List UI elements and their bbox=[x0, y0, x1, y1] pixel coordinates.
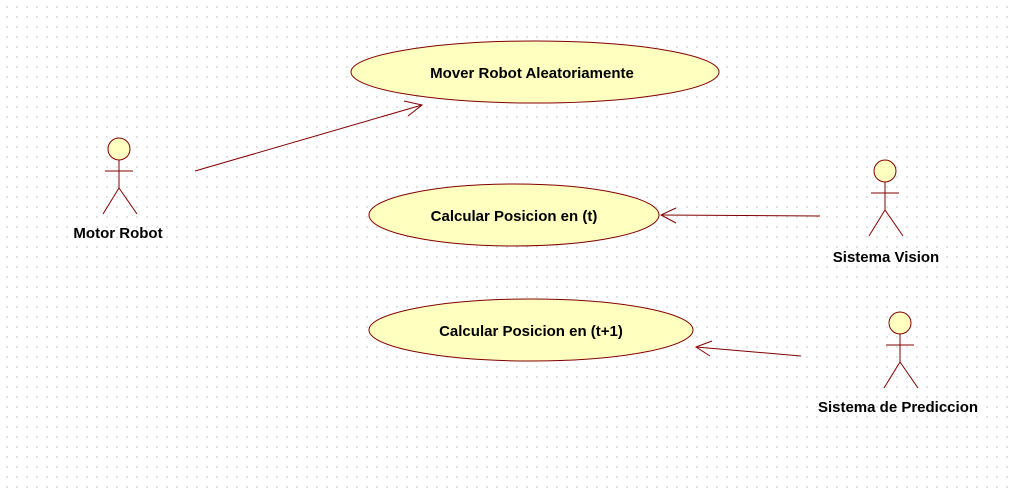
association-line bbox=[695, 346, 802, 357]
usecase-ellipse bbox=[368, 298, 694, 362]
actor-label: Sistema Vision bbox=[833, 249, 939, 266]
association-motor-robot-to-mover[interactable] bbox=[194, 100, 424, 172]
actor-stick-figure-icon bbox=[883, 311, 919, 389]
actor-label: Sistema de Prediccion bbox=[818, 399, 978, 416]
actor-sistema-de-prediccion[interactable]: Sistema de Prediccion bbox=[818, 311, 978, 416]
usecase-label: Calcular Posicion en (t+1) bbox=[439, 323, 623, 340]
actor-label: Motor Robot bbox=[73, 225, 162, 242]
usecase-label: Calcular Posicion en (t) bbox=[431, 208, 598, 225]
open-arrowhead-icon bbox=[659, 207, 677, 224]
association-line bbox=[660, 214, 821, 217]
actor-sistema-vision[interactable]: Sistema Vision bbox=[833, 159, 939, 266]
association-sistema-prediccion-to-calcular-t1[interactable] bbox=[694, 340, 802, 357]
actor-stick-figure-icon bbox=[868, 159, 904, 237]
open-arrowhead-icon bbox=[694, 340, 713, 357]
usecase-calcular-posicion-t1[interactable]: Calcular Posicion en (t+1) bbox=[368, 298, 694, 362]
open-arrowhead-icon bbox=[403, 100, 424, 117]
actor-stick-figure-icon bbox=[102, 137, 138, 215]
usecase-calcular-posicion-t[interactable]: Calcular Posicion en (t) bbox=[368, 183, 660, 247]
actor-motor-robot[interactable]: Motor Robot bbox=[73, 137, 163, 242]
association-sistema-vision-to-calcular-t[interactable] bbox=[659, 207, 821, 224]
usecase-label: Mover Robot Aleatoriamente bbox=[430, 65, 634, 82]
usecase-mover-robot-aleatoriamente[interactable]: Mover Robot Aleatoriamente bbox=[350, 40, 720, 104]
usecase-ellipse bbox=[350, 40, 720, 104]
usecase-ellipse bbox=[368, 183, 660, 247]
association-line bbox=[194, 104, 423, 172]
